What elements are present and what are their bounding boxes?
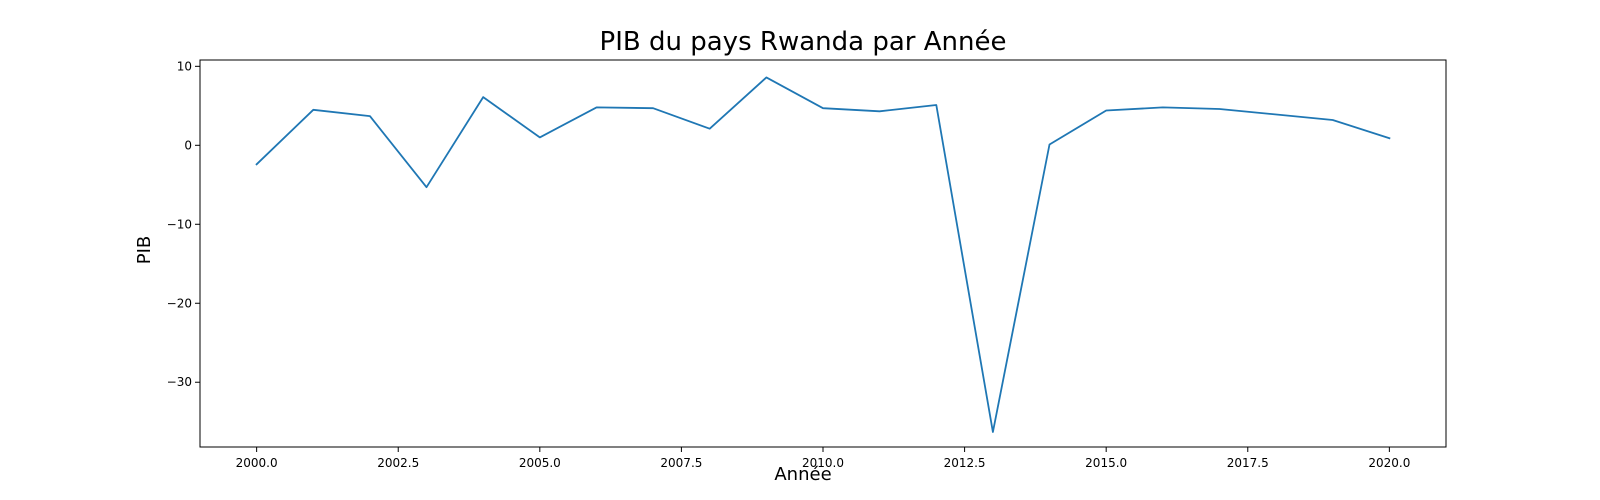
x-tick-label: 2002.5 — [377, 456, 419, 470]
chart-title: PIB du pays Rwanda par Année — [600, 27, 1007, 57]
x-tick-label: 2000.0 — [236, 456, 278, 470]
x-tick-label: 2020.0 — [1368, 456, 1410, 470]
y-axis: 10 0 −10 −20 −30 — [167, 59, 200, 389]
y-tick-label: −10 — [167, 217, 192, 231]
plot-frame — [199, 59, 1447, 448]
x-tick-label: 2017.5 — [1227, 456, 1269, 470]
series-line — [255, 76, 1391, 433]
x-tick-label: 2005.0 — [519, 456, 561, 470]
x-axis-title: Année — [774, 464, 831, 485]
y-tick-label: −30 — [167, 375, 192, 389]
y-tick-label: −20 — [167, 296, 192, 310]
y-tick-label: 10 — [177, 59, 192, 73]
y-tick-label: 0 — [184, 138, 192, 152]
y-axis-title: PIB — [134, 236, 155, 265]
x-axis: 2000.0 2002.5 2005.0 2007.5 2010.0 2012.5 2015… — [236, 447, 1410, 470]
x-tick-label: 2015.0 — [1085, 456, 1127, 470]
x-tick-label: 2010.0 — [802, 456, 844, 470]
x-tick-label: 2007.5 — [660, 456, 702, 470]
x-tick-label: 2012.5 — [944, 456, 986, 470]
plot-area — [255, 76, 1391, 433]
